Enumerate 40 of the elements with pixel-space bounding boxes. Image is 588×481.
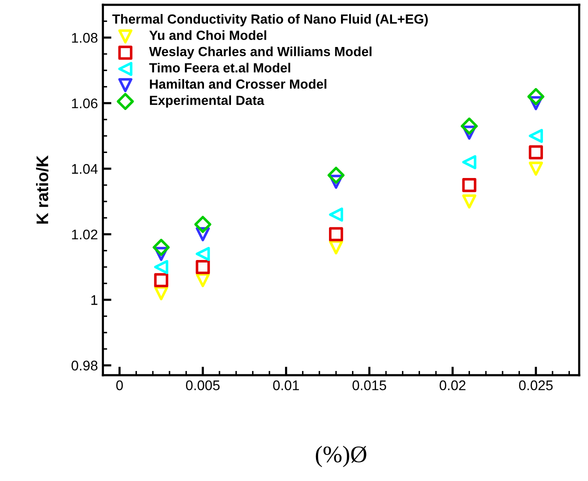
point xyxy=(328,227,344,242)
point xyxy=(462,155,476,170)
y-tick-label: 1 xyxy=(91,295,98,305)
x-tick-label: 0.01 xyxy=(273,380,299,390)
y-axis-title: K ratio/K xyxy=(36,155,48,224)
point xyxy=(528,162,543,176)
legend-label: Yu and Choi Model xyxy=(149,30,266,40)
x-tick-label: 0.025 xyxy=(519,380,553,390)
point xyxy=(194,216,212,233)
y-tick-label: 1.08 xyxy=(72,32,98,43)
legend-label: Experimental Data xyxy=(150,95,264,108)
point xyxy=(154,273,168,288)
y-tick-label: 1.04 xyxy=(72,164,98,174)
x-axis-title: (%)Ø xyxy=(316,446,366,468)
y-tick-label: 1.02 xyxy=(72,230,98,240)
y-tick-label: 1.06 xyxy=(72,98,98,108)
point xyxy=(196,260,210,274)
legend-label: Weslay Charles and Williams Model xyxy=(149,46,372,59)
x-tick-label: 0.005 xyxy=(186,380,220,390)
legend-label: Timo Feera et.al Model xyxy=(149,62,290,73)
point xyxy=(462,178,476,192)
y-tick-label: 0.98 xyxy=(72,360,98,371)
point xyxy=(154,286,168,300)
point xyxy=(460,118,478,135)
point xyxy=(152,238,170,256)
x-tick-label: 0 xyxy=(116,380,123,390)
point xyxy=(527,88,544,106)
point xyxy=(328,240,344,254)
point xyxy=(528,128,543,143)
point xyxy=(154,260,168,274)
point xyxy=(328,166,345,184)
point xyxy=(528,145,543,160)
legend-label: Hamiltan and Crosser Model xyxy=(150,79,326,89)
point xyxy=(462,194,476,209)
point xyxy=(328,208,344,222)
point xyxy=(196,273,210,288)
x-tick-label: 0.02 xyxy=(440,380,466,390)
point xyxy=(196,246,210,261)
legend-title: Thermal Conductivity Ratio of Nano Fluid (AL+EG) xyxy=(112,14,428,26)
x-tick-label: 0.015 xyxy=(352,380,386,390)
